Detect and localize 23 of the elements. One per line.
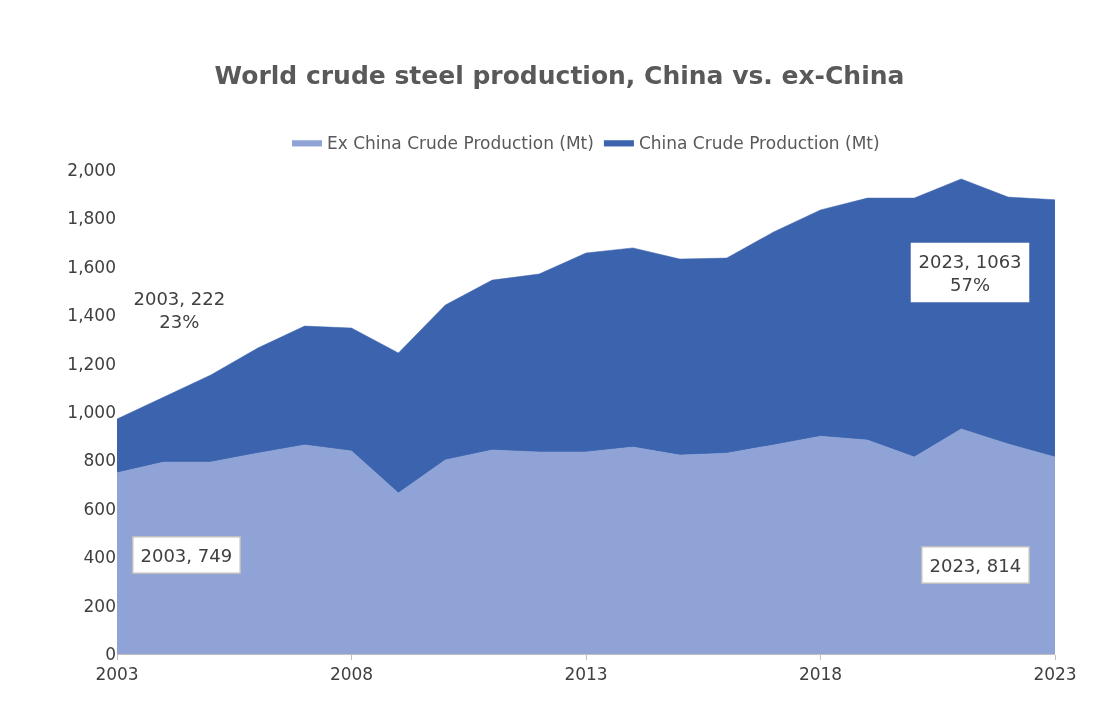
annotation: 2023, 1063 57% bbox=[918, 250, 1022, 295]
y-tick-label: 2,000 bbox=[67, 159, 116, 180]
x-tick-label: 2013 bbox=[564, 664, 608, 685]
x-tick-label: 2003 bbox=[95, 664, 139, 685]
legend-label: Ex China Crude Production (Mt) bbox=[327, 133, 594, 154]
y-tick-label: 1,600 bbox=[67, 256, 116, 277]
y-tick-label: 0 bbox=[105, 643, 116, 664]
y-tick-label: 800 bbox=[83, 450, 116, 471]
y-tick-label: 1,200 bbox=[67, 353, 116, 374]
annotation: 2003, 222 23% bbox=[133, 287, 226, 332]
y-tick-label: 1,400 bbox=[67, 305, 116, 326]
annotation: 2003, 749 bbox=[140, 544, 233, 566]
legend-label: China Crude Production (Mt) bbox=[638, 133, 880, 154]
y-tick-label: 400 bbox=[83, 547, 116, 568]
y-tick-label: 1,000 bbox=[67, 401, 116, 422]
x-tick-label: 2008 bbox=[329, 664, 374, 685]
y-tick-label: 600 bbox=[83, 498, 116, 519]
x-tick-label: 2018 bbox=[798, 664, 843, 685]
x-tick-label: 2023 bbox=[1033, 664, 1077, 685]
y-tick-label: 1,800 bbox=[67, 208, 116, 229]
y-tick-label: 200 bbox=[83, 595, 116, 616]
chart-title: World crude steel production, China vs. ex-China bbox=[214, 60, 905, 90]
annotation: 2023, 814 bbox=[929, 554, 1022, 576]
